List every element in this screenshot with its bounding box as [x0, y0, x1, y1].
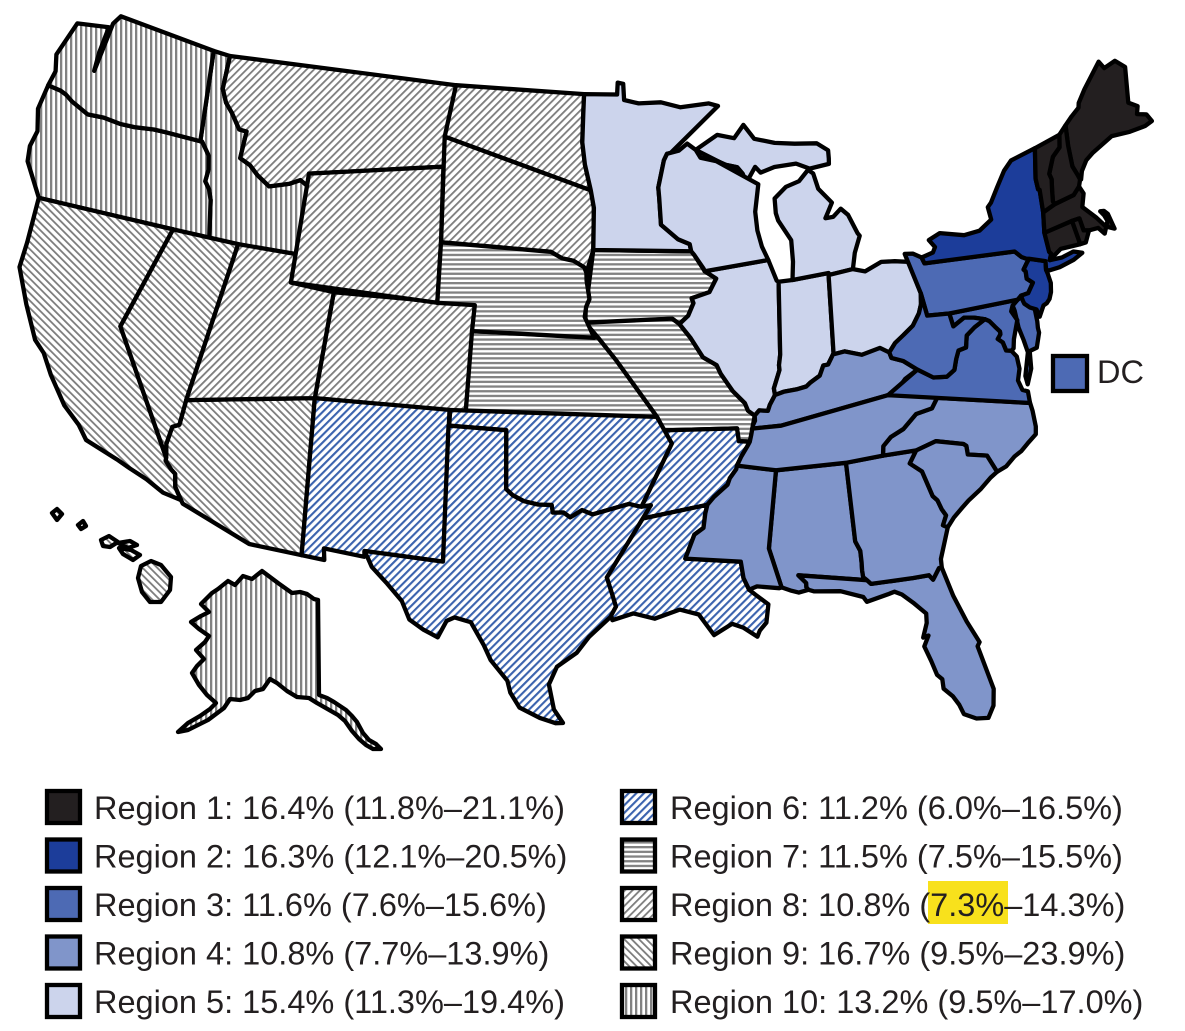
- svg-text:DC: DC: [1097, 354, 1144, 390]
- svg-text:Region 10: 13.2% (9.5%–17.0%): Region 10: 13.2% (9.5%–17.0%): [670, 984, 1143, 1020]
- svg-text:Region 4: 10.8% (7.7%–13.9%): Region 4: 10.8% (7.7%–13.9%): [94, 936, 549, 972]
- svg-text:Region 8: 10.8% (7.3%–14.3%): Region 8: 10.8% (7.3%–14.3%): [670, 887, 1125, 923]
- svg-text:Region 1: 16.4% (11.8%–21.1%): Region 1: 16.4% (11.8%–21.1%): [94, 790, 565, 826]
- svg-text:Region 2: 16.3% (12.1%–20.5%): Region 2: 16.3% (12.1%–20.5%): [94, 839, 567, 875]
- svg-text:Region 9: 16.7% (9.5%–23.9%): Region 9: 16.7% (9.5%–23.9%): [670, 936, 1125, 972]
- svg-text:Region 6: 11.2% (6.0%–16.5%): Region 6: 11.2% (6.0%–16.5%): [670, 790, 1123, 826]
- svg-text:Region 5: 15.4% (11.3%–19.4%): Region 5: 15.4% (11.3%–19.4%): [94, 984, 565, 1020]
- svg-text:Region 3: 11.6% (7.6%–15.6%): Region 3: 11.6% (7.6%–15.6%): [94, 887, 547, 923]
- svg-text:Region 7: 11.5% (7.5%–15.5%): Region 7: 11.5% (7.5%–15.5%): [670, 839, 1123, 875]
